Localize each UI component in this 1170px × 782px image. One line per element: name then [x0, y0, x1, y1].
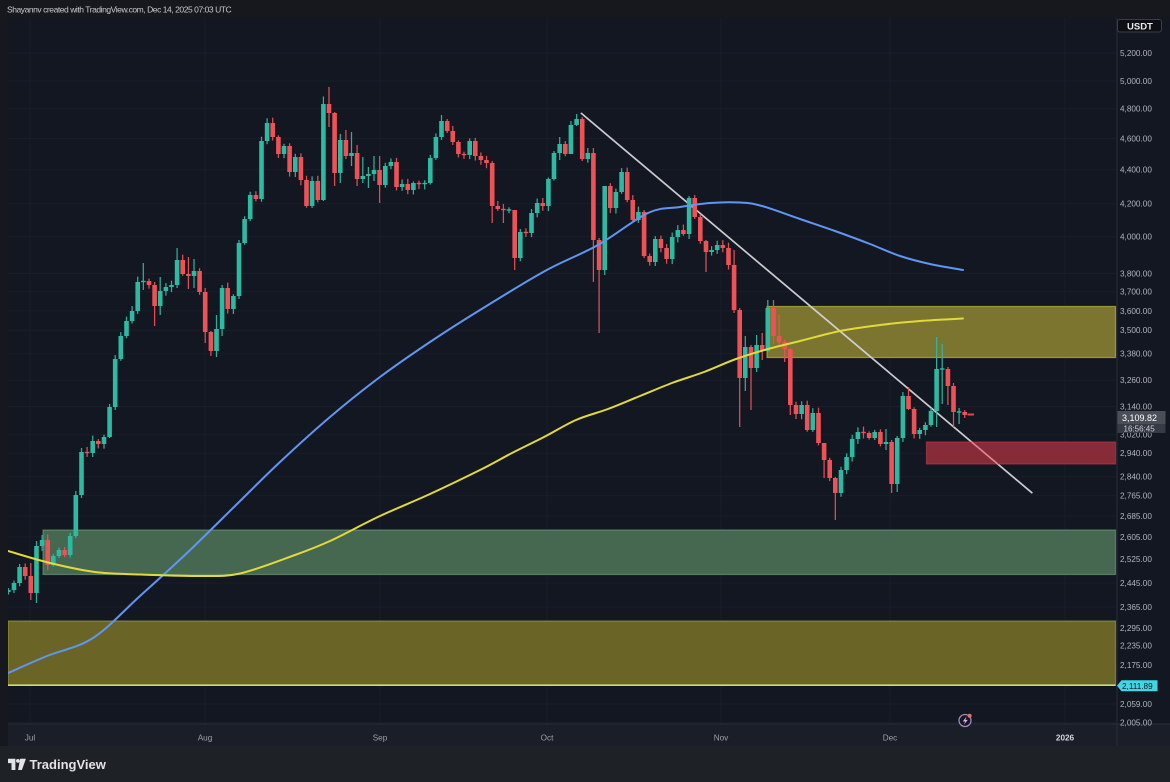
svg-text:3,380.00: 3,380.00 [1120, 350, 1152, 359]
svg-text:3,700.00: 3,700.00 [1120, 288, 1152, 297]
svg-text:2,605.00: 2,605.00 [1120, 533, 1152, 542]
svg-text:Oct: Oct [541, 734, 554, 743]
svg-text:Nov: Nov [714, 734, 729, 743]
svg-text:16:56:45: 16:56:45 [1124, 424, 1156, 433]
svg-text:Sep: Sep [373, 734, 388, 743]
svg-text:5,200.00: 5,200.00 [1120, 49, 1152, 58]
svg-text:2,840.00: 2,840.00 [1120, 473, 1152, 482]
svg-text:2,765.00: 2,765.00 [1120, 492, 1152, 501]
svg-text:2,445.00: 2,445.00 [1120, 579, 1152, 588]
svg-text:3,109.82: 3,109.82 [1122, 413, 1157, 423]
svg-text:2,111.89: 2,111.89 [1122, 682, 1153, 691]
svg-text:USDT: USDT [1127, 21, 1153, 32]
svg-text:2,059.00: 2,059.00 [1120, 700, 1152, 709]
svg-text:2,235.00: 2,235.00 [1120, 642, 1152, 651]
svg-text:3,140.00: 3,140.00 [1120, 403, 1152, 412]
svg-text:4,400.00: 4,400.00 [1120, 166, 1152, 175]
svg-text:2,175.00: 2,175.00 [1120, 661, 1152, 670]
svg-text:3,260.00: 3,260.00 [1120, 376, 1152, 385]
svg-text:2,005.00: 2,005.00 [1120, 719, 1152, 728]
svg-text:4,200.00: 4,200.00 [1120, 200, 1152, 209]
svg-text:Aug: Aug [198, 734, 213, 743]
svg-text:4,000.00: 4,000.00 [1120, 233, 1152, 242]
svg-text:2,685.00: 2,685.00 [1120, 512, 1152, 521]
svg-text:TradingView: TradingView [30, 757, 107, 772]
svg-text:Shayannv created with TradingV: Shayannv created with TradingView.com, D… [7, 5, 232, 15]
svg-text:4,600.00: 4,600.00 [1120, 135, 1152, 144]
svg-text:3,800.00: 3,800.00 [1120, 270, 1152, 279]
svg-text:2,940.00: 2,940.00 [1120, 449, 1152, 458]
svg-text:Jul: Jul [25, 734, 36, 743]
svg-text:5,000.00: 5,000.00 [1120, 77, 1152, 86]
svg-text:2,525.00: 2,525.00 [1120, 555, 1152, 564]
svg-text:2,295.00: 2,295.00 [1120, 624, 1152, 633]
svg-text:3,600.00: 3,600.00 [1120, 307, 1152, 316]
svg-text:2,365.00: 2,365.00 [1120, 603, 1152, 612]
svg-text:Dec: Dec [883, 734, 898, 743]
svg-text:3,500.00: 3,500.00 [1120, 326, 1152, 335]
svg-text:3,020.00: 3,020.00 [1120, 431, 1152, 440]
svg-text:4,800.00: 4,800.00 [1120, 105, 1152, 114]
svg-text:2026: 2026 [1056, 734, 1075, 743]
